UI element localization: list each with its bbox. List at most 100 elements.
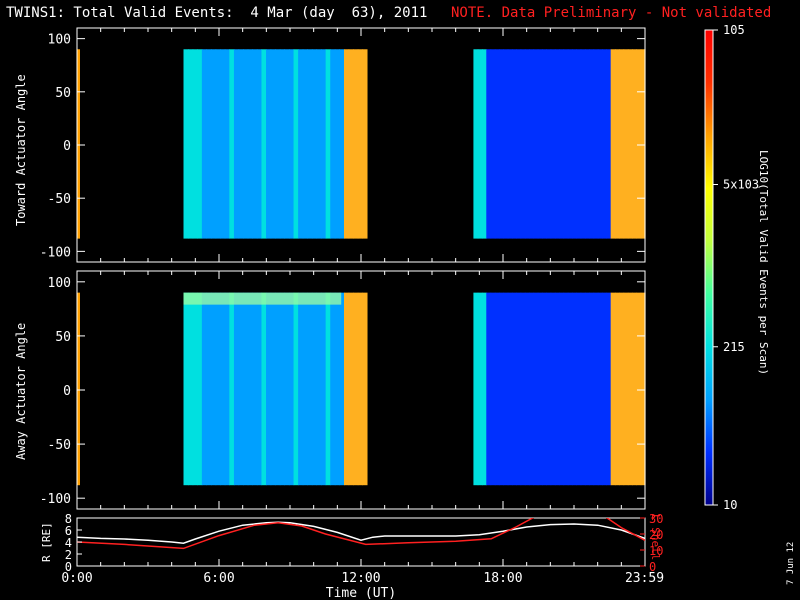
heatmap-column: [559, 49, 565, 239]
heatmap-column: [261, 292, 267, 486]
away-angle-ylabel: Away Actuator Angle: [14, 322, 28, 460]
heatmap-column: [279, 292, 285, 486]
heatmap-column: [597, 292, 603, 486]
heatmap-column: [542, 292, 547, 486]
heatmap-panel-away: 100 50 0 -50 -100: [40, 270, 646, 510]
heatmap-column: [307, 292, 313, 486]
heatmap-column: [311, 49, 318, 239]
series-l-shell: [77, 518, 645, 550]
heatmap-column: [589, 49, 595, 239]
heatmap-column: [325, 49, 331, 239]
y-tick-label-right: 30: [649, 512, 663, 526]
heatmap-column: [542, 49, 547, 239]
heatmap-column: [614, 49, 620, 239]
heatmap-panel-toward: 100 50 0 -50 -100: [40, 27, 646, 263]
heatmap-column: [343, 49, 350, 239]
y-tick-label: 6: [65, 524, 72, 538]
heatmap-column: [252, 49, 258, 239]
y-tick-label: 0: [63, 139, 71, 154]
heatmap-column: [284, 49, 290, 239]
heatmap-column: [503, 292, 509, 486]
heatmap-column: [302, 292, 308, 486]
edge-strip: [77, 49, 80, 239]
heatmap-column: [215, 49, 221, 239]
heatmap-column: [362, 49, 368, 239]
y-tick-label: -100: [40, 245, 71, 260]
heatmap-column: [316, 292, 322, 486]
y-tick-label: 100: [48, 33, 71, 48]
heatmap-column: [584, 49, 590, 239]
heatmap-column: [580, 292, 586, 486]
heatmap-column: [311, 292, 318, 486]
heatmap-column: [233, 49, 240, 239]
heatmap-column: [307, 49, 313, 239]
heatmap-column: [640, 292, 646, 486]
heatmap-column: [623, 292, 629, 486]
y-tick-label: 100: [48, 276, 71, 291]
x-tick-label: 23:59: [625, 571, 664, 586]
heatmap-column: [293, 49, 299, 239]
heatmap-column: [589, 292, 595, 486]
heatmap-column: [275, 292, 281, 486]
heatmap-column: [602, 49, 607, 239]
heatmap-column: [188, 49, 194, 239]
heatmap-column: [477, 49, 483, 239]
heatmap-column: [614, 292, 620, 486]
series-r-re-: [77, 521, 645, 544]
heatmap-column: [632, 49, 638, 239]
heatmap-column: [593, 49, 599, 239]
x-tick-label: 0:00: [61, 571, 92, 586]
heatmap-column: [357, 49, 363, 239]
heatmap-column: [293, 292, 299, 486]
heatmap-column: [339, 292, 345, 486]
toward-angle-ylabel: Toward Actuator Angle: [14, 74, 28, 226]
heatmap-column: [224, 292, 230, 486]
heatmap-column: [572, 49, 577, 239]
heatmap-column: [636, 49, 642, 239]
y-tick-label-right: 0: [649, 560, 656, 574]
x-tick-label: 12:00: [341, 571, 380, 586]
y-tick-label: -100: [40, 492, 71, 507]
edge-strip: [77, 292, 80, 486]
heatmap-column: [334, 292, 341, 486]
heatmap-column: [486, 49, 492, 239]
colorbar-tick-label: 105: [723, 23, 745, 37]
heatmap-column: [619, 49, 625, 239]
heatmap-column: [537, 49, 543, 239]
heatmap-column: [206, 292, 212, 486]
heatmap-column: [330, 292, 336, 486]
y-tick-label-right: 10: [649, 544, 663, 558]
colorbar-bar: [704, 29, 714, 506]
heatmap-column: [343, 292, 350, 486]
heatmap-column: [206, 49, 212, 239]
heatmap-column: [229, 49, 235, 239]
heatmap-column: [211, 292, 217, 486]
heatmap-column: [606, 292, 612, 486]
heatmap-column: [256, 292, 263, 486]
heatmap-column: [516, 292, 522, 486]
heatmap-column: [503, 49, 509, 239]
heatmap-column: [524, 292, 530, 486]
heatmap-column: [243, 49, 249, 239]
heatmap-column: [288, 49, 295, 239]
heatmap-column: [563, 49, 569, 239]
heatmap-column: [247, 49, 253, 239]
heatmap-column: [550, 292, 556, 486]
heatmap-column: [183, 292, 189, 486]
x-tick-label: 6:00: [203, 571, 234, 586]
preliminary-note: NOTE. Data Preliminary - Not validated: [451, 5, 772, 21]
colorbar-label: LOG10(Total Valid Events per Scan): [757, 150, 770, 376]
top-band: [183, 292, 342, 305]
lshell-ylabel: L Shell: [649, 514, 662, 561]
heatmap-column: [473, 292, 479, 486]
heatmap-column: [593, 292, 599, 486]
heatmap-column: [192, 292, 198, 486]
heatmap-column: [201, 292, 208, 486]
heatmap-column: [507, 292, 513, 486]
heatmap-column: [243, 292, 249, 486]
heatmap-column: [220, 49, 226, 239]
heatmap-segment: [183, 292, 368, 486]
heatmap-column: [192, 49, 198, 239]
heatmap-column: [554, 49, 560, 239]
heatmap-column: [567, 49, 573, 239]
